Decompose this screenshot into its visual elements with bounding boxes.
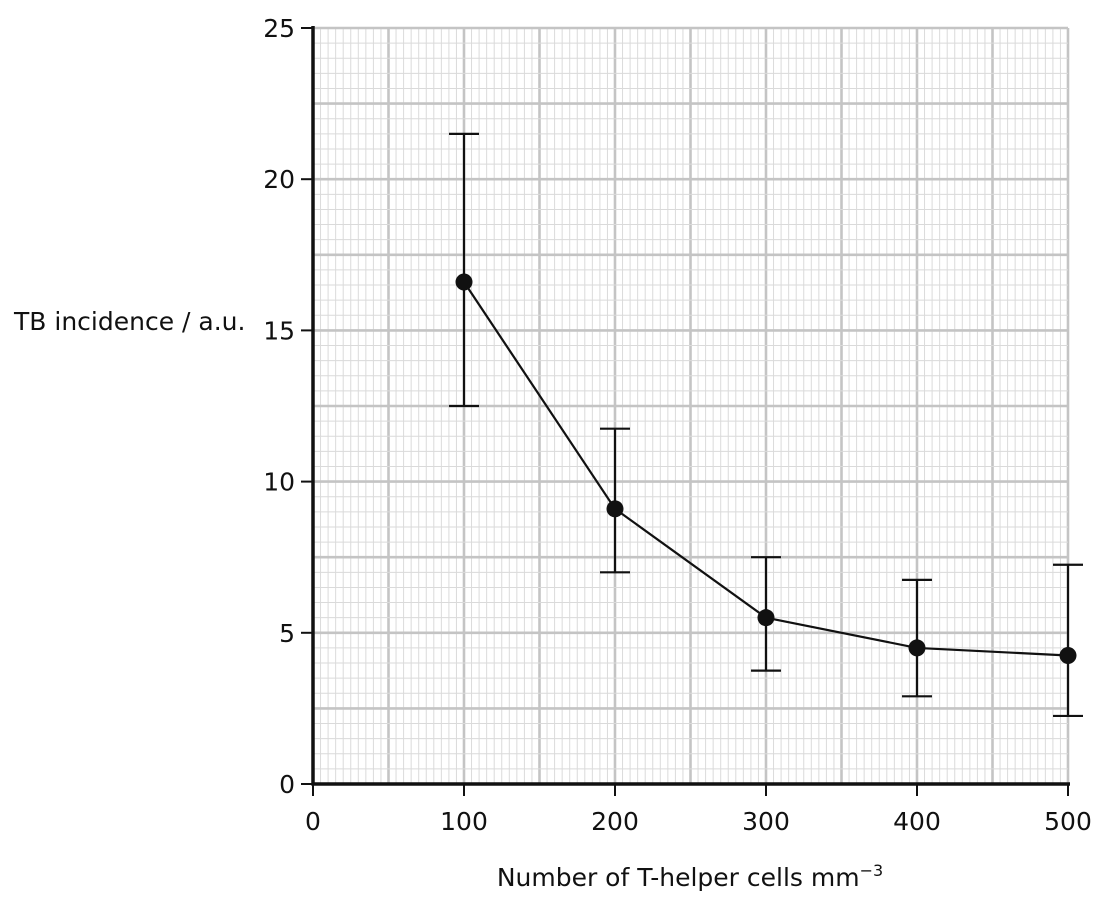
data-points (455, 273, 1077, 664)
axes (301, 26, 1070, 796)
grid (311, 26, 1070, 786)
tick-labels: 0 5 10 15 20 25 0 100 200 300 400 500 (263, 14, 1092, 836)
y-tick-label: 0 (279, 770, 295, 799)
x-tick-label: 200 (591, 807, 639, 836)
y-tick-label: 15 (263, 316, 295, 345)
x-tick-label: 400 (893, 807, 941, 836)
y-tick-label: 25 (263, 14, 295, 43)
x-axis-title: Number of T-helper cells mm−3 (497, 861, 883, 892)
data-point (757, 609, 775, 627)
x-axis-title-superscript: −3 (860, 861, 884, 880)
x-tick-label: 100 (440, 807, 488, 836)
x-tick-label: 500 (1044, 807, 1092, 836)
data-point (908, 639, 926, 657)
x-tick-label: 300 (742, 807, 790, 836)
x-axis-title-text: Number of T-helper cells mm (497, 863, 860, 892)
y-axis-title: TB incidence / a.u. (13, 307, 245, 336)
y-tick-label: 20 (263, 165, 295, 194)
y-tick-label: 5 (279, 619, 295, 648)
x-tick-label: 0 (305, 807, 321, 836)
data-point (1059, 646, 1077, 664)
y-tick-label: 10 (263, 468, 295, 497)
data-point (455, 273, 473, 291)
data-point (606, 500, 624, 518)
